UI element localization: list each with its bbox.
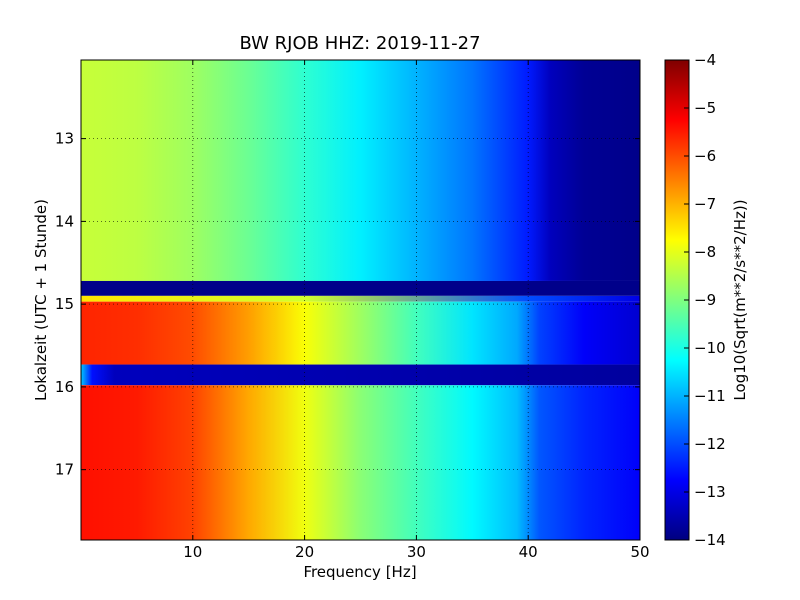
y-tick-label: 14: [55, 212, 74, 230]
colorbar-tick-label: −8: [694, 243, 716, 261]
colorbar-axis: −4 −5 −6 −7 −8 −9 −10 −11 −12 −13 −14: [684, 51, 726, 549]
colorbar-tick-label: −14: [694, 531, 726, 549]
y-tick-label: 15: [55, 295, 74, 313]
colorbar-tick-label: −6: [694, 147, 716, 165]
time-segment: [81, 385, 640, 540]
x-tick-label: 40: [519, 543, 538, 561]
x-axis-label: Frequency [Hz]: [303, 563, 416, 581]
spectrogram-heatmap: [81, 60, 640, 540]
colorbar-tick-label: −10: [694, 339, 726, 357]
colorbar-label: Log10(Sqrt(m**2/s**2/Hz)): [731, 199, 749, 400]
x-tick-label: 10: [183, 543, 202, 561]
time-segment: [81, 364, 640, 386]
colorbar-tick-label: −5: [694, 99, 716, 117]
time-segment: [81, 60, 640, 281]
y-axis: 13 14 15 16 17: [55, 130, 640, 479]
time-segment: [81, 295, 640, 302]
colorbar-tick-label: −12: [694, 435, 726, 453]
y-axis-label: Lokalzeit (UTC + 1 Stunde): [32, 199, 50, 401]
time-segment: [81, 280, 640, 296]
colorbar-tick-label: −9: [694, 291, 716, 309]
x-tick-label: 30: [407, 543, 426, 561]
plot-frame: [80, 59, 641, 541]
colorbar-tick-label: −7: [694, 195, 716, 213]
colorbar-tick-label: −11: [694, 387, 726, 405]
chart-title: BW RJOB HHZ: 2019-11-27: [239, 33, 480, 54]
x-tick-label: 50: [630, 543, 649, 561]
time-segment: [81, 301, 640, 365]
x-axis: 10 20 30 40 50: [183, 60, 650, 561]
y-tick-label: 17: [55, 461, 74, 479]
y-tick-label: 16: [55, 378, 74, 396]
colorbar-tick-label: −13: [694, 483, 726, 501]
colorbar-tick-label: −4: [694, 51, 716, 69]
y-tick-label: 13: [55, 130, 74, 148]
x-tick-label: 20: [295, 543, 314, 561]
